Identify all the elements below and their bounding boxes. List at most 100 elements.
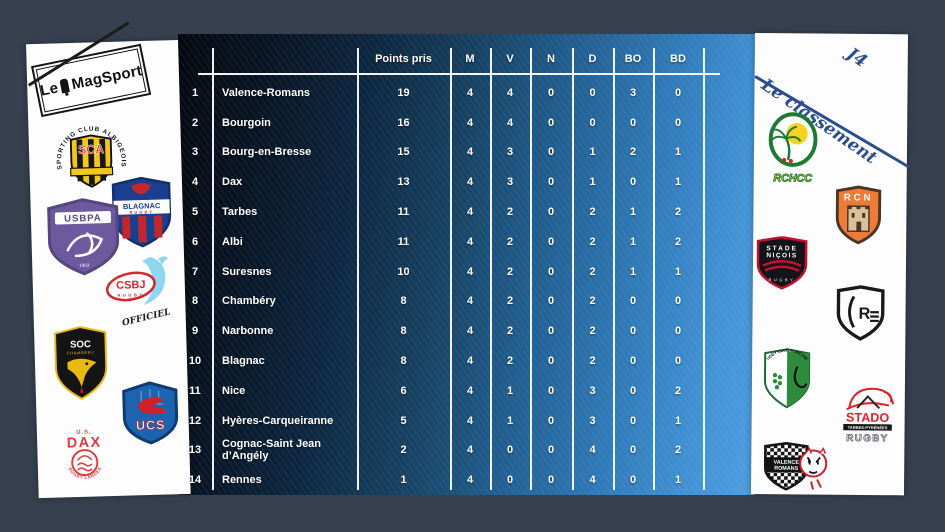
stade-nicois-logo: STADE NIÇOIS RUGBY — [756, 236, 808, 290]
column-header-d: D — [588, 53, 597, 65]
points-pris-cell: 16 — [397, 116, 410, 129]
sca-label: SCA — [78, 142, 105, 157]
stat-bo-cell: 1 — [629, 265, 637, 278]
table-header-row: Points pris M V N D BO BD — [357, 47, 703, 71]
table-gridline-vertical — [212, 48, 214, 490]
team-name-cell: Blagnac — [222, 355, 265, 368]
table-row: 14 Rennes 1 4 0 0 4 0 1 — [178, 465, 703, 495]
stat-m-cell: 4 — [466, 265, 474, 278]
table-row: 3 Bourg-en-Bresse 15 4 3 0 1 2 1 — [178, 138, 703, 168]
nicois-sub: RUGBY — [768, 277, 795, 282]
le-magsport-logo: Le MagSport — [31, 43, 152, 118]
stat-m-cell: 4 — [466, 146, 474, 159]
stat-v-cell: 1 — [506, 414, 514, 427]
stat-v-cell: 2 — [506, 265, 514, 278]
table-gridline-vertical — [530, 48, 532, 490]
stat-d-cell: 4 — [589, 474, 596, 487]
castle-icon — [846, 205, 870, 233]
stat-d-cell: 1 — [589, 176, 596, 189]
stat-m-cell: 4 — [466, 176, 474, 189]
stat-n-cell: 0 — [547, 146, 555, 159]
points-pris-cell: 11 — [397, 206, 410, 219]
team-name-cell: Dax — [222, 176, 243, 189]
stat-bo-cell: 0 — [629, 116, 637, 129]
soc-sub: CHAMBERY — [67, 351, 95, 356]
team-name-cell: Rennes — [222, 474, 262, 487]
rcn-logo: RCN — [835, 185, 882, 245]
standings-table: Points pris M V N D BO BD 1 Valence-Roman… — [178, 34, 755, 495]
rank-cell: 7 — [191, 265, 199, 278]
team-name-cell: Nice — [222, 384, 246, 397]
magsport-prefix: Le — [38, 78, 60, 100]
rchcc-label: RCHCC — [773, 172, 812, 184]
stat-n-cell: 0 — [547, 116, 555, 129]
stat-n-cell: 0 — [547, 86, 555, 99]
csbj-logo: CSBJ RUGBY — [105, 256, 169, 306]
usbpa-label: USBPA — [64, 213, 102, 225]
team-name-cell: Narbonne — [222, 325, 274, 338]
table-gridline-vertical — [653, 48, 655, 490]
stat-bo-cell: 3 — [629, 86, 637, 99]
stat-m-cell: 4 — [466, 295, 474, 308]
blagnac-label: BLAGNAC — [123, 201, 161, 211]
stat-d-cell: 2 — [589, 355, 596, 368]
valence-line2: ROMANS — [774, 466, 798, 472]
stat-bd-cell: 1 — [674, 176, 682, 189]
sca-ribbon — [70, 166, 114, 177]
ucs-label: UCS — [136, 418, 166, 433]
rchcc-logo: RCHCC — [768, 112, 818, 185]
nicois-line2: NIÇOIS — [766, 252, 797, 259]
column-header-n: N — [547, 53, 555, 65]
stat-v-cell: 2 — [506, 235, 514, 248]
team-name-cell: Tarbes — [222, 206, 258, 219]
stat-v-cell: 2 — [506, 355, 514, 368]
stat-d-cell: 4 — [589, 444, 596, 457]
stat-n-cell: 0 — [547, 384, 555, 397]
stat-n-cell: 0 — [547, 235, 555, 248]
points-pris-cell: 8 — [400, 325, 407, 338]
stado-tarbes-logo: STADO TARBES-PYRÉNÉES RUGBY — [843, 387, 894, 445]
usbpa-year: 1903 — [79, 263, 90, 268]
valence-line1: VALENCE — [774, 460, 800, 466]
soc-chambery-logo: SOC CHAMBERY — [54, 326, 108, 400]
table-gridline-vertical — [490, 48, 492, 490]
stado-bottom: RUGBY — [846, 433, 888, 444]
stat-d-cell: 2 — [589, 206, 596, 219]
stat-bo-cell: 1 — [629, 235, 637, 248]
blagnac-logo: BLAGNAC RUGBY — [111, 176, 172, 248]
points-pris-cell: 2 — [400, 444, 407, 457]
stat-v-cell: 4 — [506, 116, 514, 129]
team-name-cell: Cognac-Saint Jean d’Angély — [222, 438, 322, 463]
table-gridline-vertical — [357, 48, 359, 490]
table-row: 8 Chambéry 8 4 2 0 2 0 0 — [178, 287, 703, 317]
stat-bd-cell: 0 — [674, 86, 682, 99]
stado-sub: TARBES-PYRÉNÉES — [848, 425, 888, 430]
stat-bd-cell: 2 — [674, 444, 682, 457]
stat-d-cell: 0 — [589, 86, 596, 99]
microphone-icon — [59, 78, 71, 94]
rennes-label: R — [858, 305, 870, 323]
rank-cell: 11 — [189, 384, 201, 397]
stat-bd-cell: 0 — [674, 325, 682, 338]
grape-icon — [772, 372, 783, 390]
journee-label: J4 — [842, 44, 871, 72]
blagnac-crest-icon — [131, 183, 152, 195]
ucs-logo: UCS — [122, 381, 179, 445]
points-pris-cell: 13 — [397, 176, 410, 189]
stat-m-cell: 4 — [466, 355, 474, 368]
stat-n-cell: 0 — [547, 414, 555, 427]
stat-n-cell: 0 — [547, 355, 555, 368]
stat-bd-cell: 0 — [674, 295, 682, 308]
column-header-points-pris: Points pris — [375, 53, 432, 65]
rank-cell: 13 — [188, 444, 202, 457]
table-row: 5 Tarbes 11 4 2 0 2 1 2 — [178, 197, 703, 227]
table-row: 9 Narbonne 8 4 2 0 2 0 0 — [178, 316, 703, 346]
rank-cell: 5 — [191, 206, 199, 219]
stat-n-cell: 0 — [547, 295, 555, 308]
stat-n-cell: 0 — [547, 474, 555, 487]
stat-d-cell: 0 — [589, 116, 596, 129]
stat-n-cell: 0 — [547, 176, 555, 189]
stat-m-cell: 4 — [466, 414, 474, 427]
stat-bo-cell: 0 — [629, 444, 637, 457]
stat-m-cell: 4 — [466, 444, 474, 457]
